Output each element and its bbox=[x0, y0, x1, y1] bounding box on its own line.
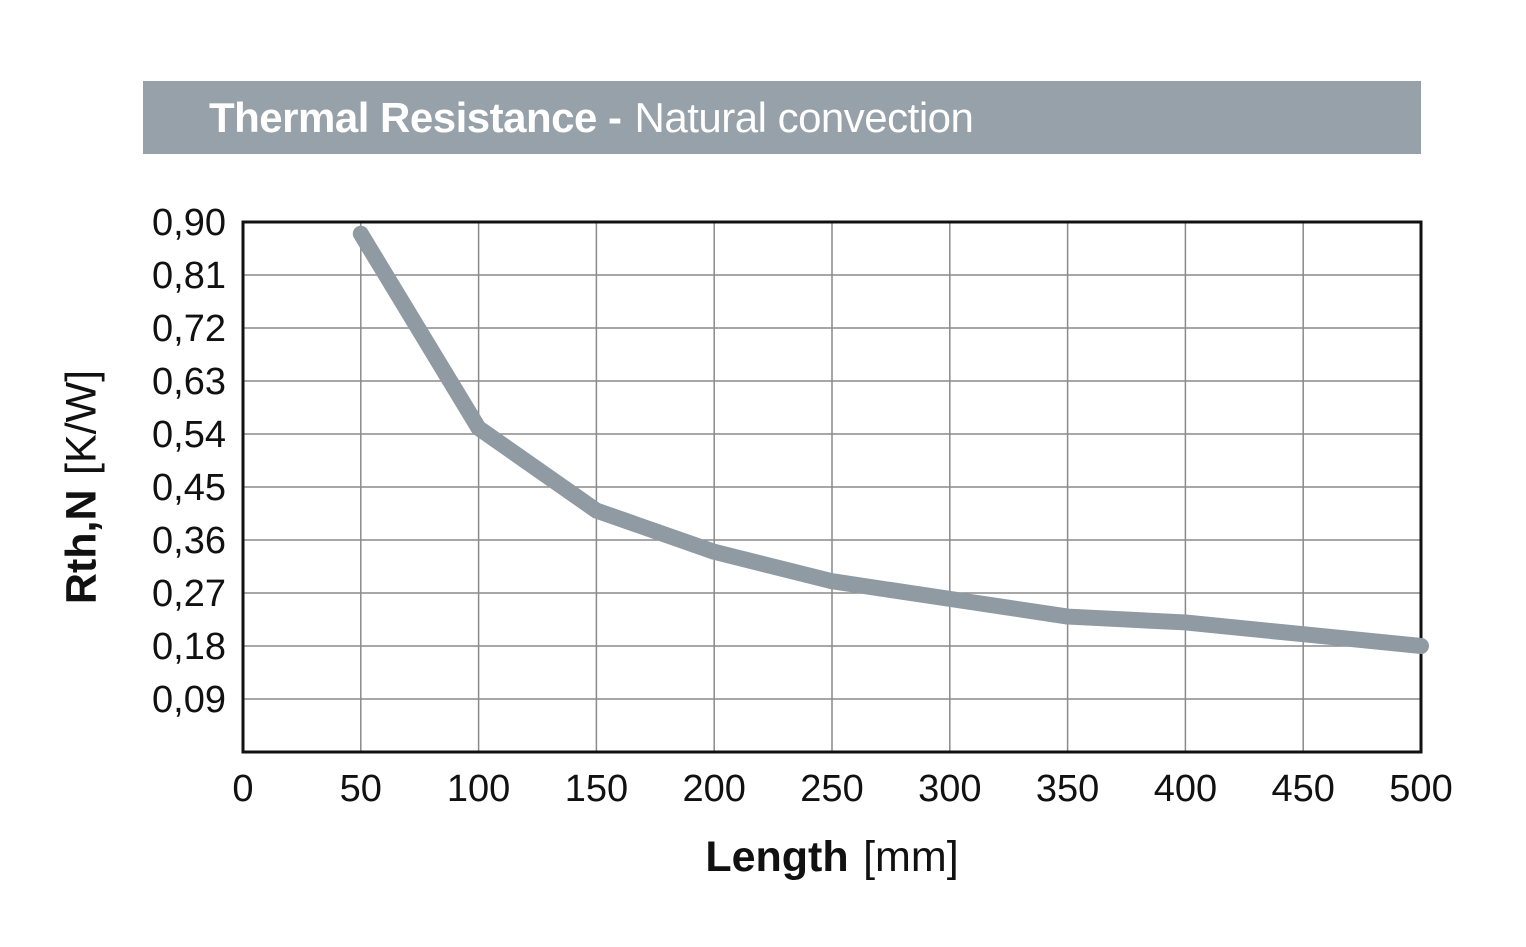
y-axis-title-unit: [K/W] bbox=[57, 369, 106, 476]
y-tick-label: 0,54 bbox=[152, 414, 226, 456]
y-axis-title-bold: Rth,N bbox=[57, 489, 106, 605]
x-axis-title-bold: Length bbox=[705, 833, 849, 881]
x-tick-label: 500 bbox=[1389, 768, 1452, 810]
y-tick-label: 0,72 bbox=[152, 308, 226, 350]
y-tick-label: 0,18 bbox=[152, 626, 226, 668]
plot-border bbox=[241, 220, 1423, 754]
x-axis-title: Length [mm] bbox=[243, 833, 1421, 882]
y-axis-title: Rth,N [K/W] bbox=[58, 370, 107, 604]
x-tick-label: 450 bbox=[1271, 768, 1334, 810]
data-curve bbox=[352, 225, 1429, 654]
chart-title-bold: Thermal Resistance - bbox=[209, 93, 622, 141]
x-tick-label: 50 bbox=[340, 768, 382, 810]
x-tick-label: 100 bbox=[447, 768, 510, 810]
x-tick-label: 0 bbox=[232, 768, 253, 810]
y-tick-label: 0,36 bbox=[152, 520, 226, 562]
y-tick-label: 0,63 bbox=[152, 361, 226, 403]
y-tick-label: 0,45 bbox=[152, 467, 226, 509]
chart-title-banner: Thermal Resistance - Natural convection bbox=[143, 81, 1421, 154]
x-tick-label: 250 bbox=[800, 768, 863, 810]
y-tick-label: 0,09 bbox=[152, 679, 226, 721]
x-tick-label: 200 bbox=[682, 768, 745, 810]
chart-title-regular: Natural convection bbox=[634, 93, 974, 141]
y-tick-label: 0,27 bbox=[152, 573, 226, 615]
x-axis-title-unit: [mm] bbox=[863, 833, 959, 881]
y-tick-label: 0,90 bbox=[152, 202, 226, 244]
x-tick-label: 300 bbox=[918, 768, 981, 810]
y-tick-label: 0,81 bbox=[152, 255, 226, 297]
x-tick-label: 400 bbox=[1154, 768, 1217, 810]
x-tick-label: 350 bbox=[1036, 768, 1099, 810]
x-tick-label: 150 bbox=[565, 768, 628, 810]
